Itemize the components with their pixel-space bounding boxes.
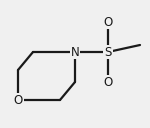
Text: N: N bbox=[71, 45, 79, 58]
Text: O: O bbox=[103, 76, 113, 88]
Text: O: O bbox=[103, 15, 113, 29]
Text: O: O bbox=[13, 93, 23, 106]
Text: S: S bbox=[104, 45, 112, 58]
